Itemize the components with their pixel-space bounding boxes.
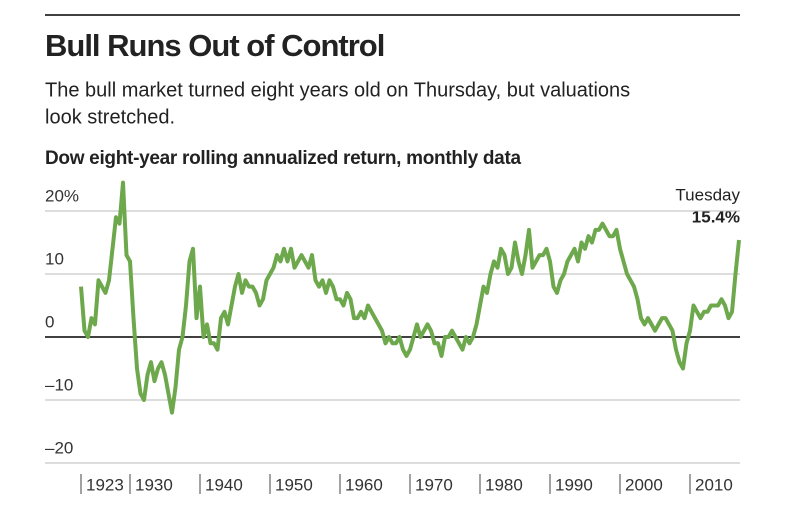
x-tick-label: 1970 (415, 475, 453, 494)
subtitle-line: The bull market turned eight years old o… (45, 79, 630, 101)
y-tick-label: –10 (45, 375, 73, 394)
x-tick-label: 2000 (625, 475, 663, 494)
x-tick-label: 1930 (135, 475, 173, 494)
x-tick-label: 1940 (205, 475, 243, 494)
annotation-value: 15.4% (692, 207, 740, 226)
x-tick-label: 1960 (345, 475, 383, 494)
chart-title: Bull Runs Out of Control (45, 28, 384, 63)
y-tick-label: 0 (45, 312, 54, 331)
x-tick-label: 1990 (555, 475, 593, 494)
x-tick-label: 1950 (275, 475, 313, 494)
annotation: Tuesday (675, 185, 740, 204)
y-tick-label: 20% (45, 186, 79, 205)
chart-heading: Dow eight-year rolling annualized return… (45, 148, 521, 169)
x-tick-label: 2010 (695, 475, 733, 494)
x-tick-label: 1980 (485, 475, 523, 494)
y-tick-label: 10 (45, 249, 64, 268)
data-line (79, 180, 741, 415)
subtitle-line: look stretched. (45, 106, 175, 128)
x-tick-label: 1923 (86, 475, 124, 494)
y-tick-label: –20 (45, 438, 73, 457)
